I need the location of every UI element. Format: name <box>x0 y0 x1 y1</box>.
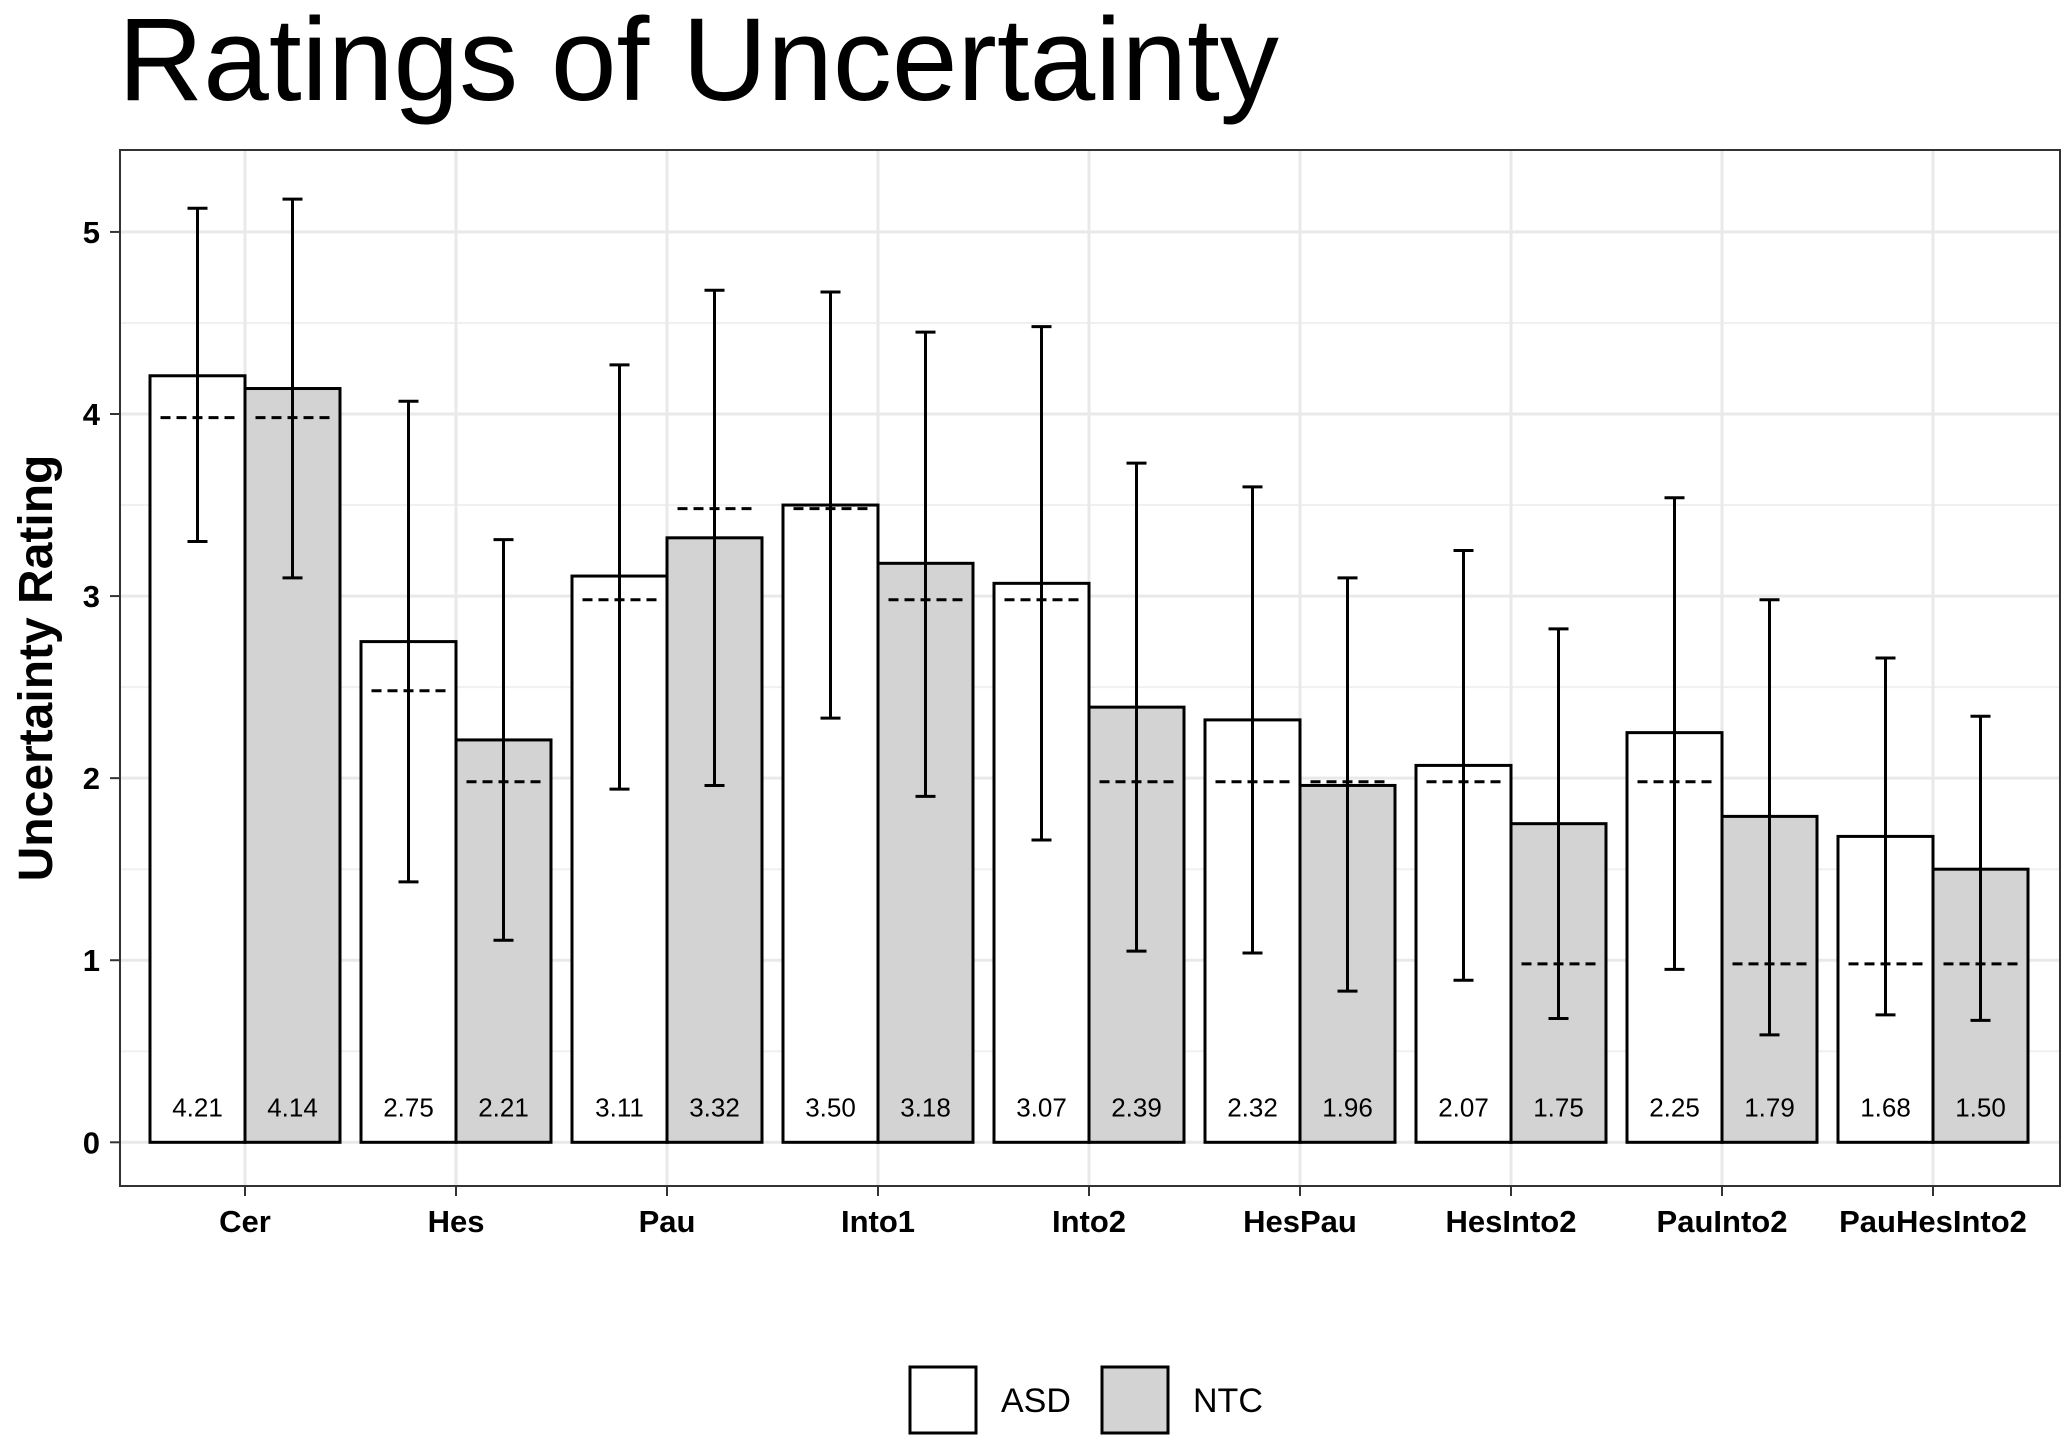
x-tick-label-pauhesinto2: PauHesInto2 <box>1839 1204 2027 1239</box>
x-tick-label-hes: Hes <box>428 1204 485 1239</box>
value-label-asd: 4.21 <box>172 1092 223 1122</box>
value-label-asd: 3.11 <box>595 1092 644 1122</box>
value-label-ntc: 1.75 <box>1533 1092 1584 1122</box>
x-tick-label-cer: Cer <box>219 1204 271 1239</box>
y-tick-label: 2 <box>83 761 100 796</box>
x-tick-label-hesinto2: HesInto2 <box>1446 1204 1577 1239</box>
x-tick-label-hespau: HesPau <box>1243 1204 1357 1239</box>
x-tick-label-pau: Pau <box>639 1204 696 1239</box>
x-axis: Cer Hes Pau Into1 Into2 HesPau HesInto2 PauInto… <box>219 1186 2027 1239</box>
value-label-ntc: 4.14 <box>267 1092 318 1122</box>
chart-title: Ratings of Uncertainty <box>118 0 1279 126</box>
x-tick-label-into1: Into1 <box>841 1204 915 1239</box>
value-label-asd: 2.32 <box>1227 1092 1278 1122</box>
value-label-ntc: 1.96 <box>1322 1092 1373 1122</box>
x-tick-label-into2: Into2 <box>1052 1204 1126 1239</box>
legend-key-asd <box>908 1365 978 1435</box>
reference-lines-layer <box>160 416 2018 966</box>
legend-label-asd: ASD <box>1001 1382 1071 1420</box>
value-label-ntc: 3.32 <box>689 1092 740 1122</box>
y-axis-label: Uncertainty Rating <box>10 455 63 882</box>
value-label-asd: 1.68 <box>1860 1092 1911 1122</box>
y-tick-label: 5 <box>83 215 100 250</box>
y-tick-label: 3 <box>83 579 100 614</box>
value-label-asd: 2.25 <box>1649 1092 1700 1122</box>
bar-asd <box>992 581 1091 1144</box>
value-label-asd: 2.07 <box>1438 1092 1489 1122</box>
value-labels-layer: 4.21 2.75 3.11 3.50 3.07 2.32 2.07 2.25 1.68 4.14… <box>172 1092 2006 1122</box>
y-axis: 0 1 2 3 4 5 <box>83 215 120 1160</box>
y-tick-label: 1 <box>83 943 100 978</box>
value-label-ntc: 3.18 <box>900 1092 951 1122</box>
value-label-asd: 3.50 <box>805 1092 856 1122</box>
value-label-ntc: 2.39 <box>1111 1092 1162 1122</box>
value-label-ntc: 2.21 <box>478 1092 529 1122</box>
legend-key-ntc <box>1100 1365 1170 1435</box>
y-tick-label: 4 <box>83 397 101 432</box>
value-label-asd: 2.75 <box>383 1092 434 1122</box>
legend: ASD NTC <box>908 1365 1263 1435</box>
y-tick-label: 0 <box>83 1125 100 1160</box>
value-label-ntc: 1.50 <box>1955 1092 2006 1122</box>
legend-label-ntc: NTC <box>1193 1382 1263 1420</box>
error-bars-layer <box>187 197 1991 1037</box>
value-label-asd: 3.07 <box>1016 1092 1067 1122</box>
value-label-ntc: 1.79 <box>1744 1092 1795 1122</box>
x-tick-label-pauinto2: PauInto2 <box>1657 1204 1788 1239</box>
